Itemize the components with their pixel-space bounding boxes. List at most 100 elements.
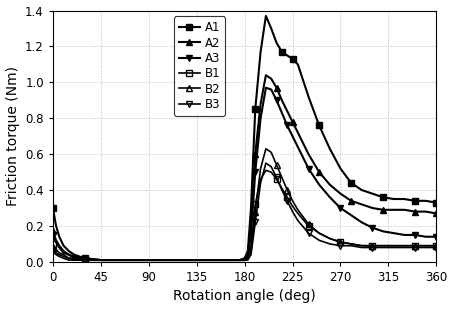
A2 (245, 253, 251, 256)
A2 (61, 249, 66, 253)
B2 (290, 199, 295, 203)
B1 (242, 258, 247, 262)
A3 (412, 233, 418, 237)
B3 (295, 219, 301, 222)
A2 (370, 206, 375, 210)
A2 (258, 102, 263, 106)
A1 (236, 258, 242, 262)
B1 (72, 256, 77, 260)
B3 (242, 258, 247, 262)
B2 (284, 188, 290, 192)
A3 (317, 183, 322, 187)
B3 (370, 246, 375, 249)
B3 (98, 258, 104, 262)
Line: B1: B1 (50, 167, 439, 263)
Line: A1: A1 (50, 13, 439, 263)
B3 (391, 246, 396, 249)
B2 (66, 256, 72, 260)
A1 (317, 124, 322, 127)
A2 (263, 73, 269, 77)
B1 (359, 244, 365, 248)
B1 (279, 186, 284, 190)
A2 (381, 208, 386, 212)
A3 (423, 235, 429, 239)
A2 (295, 131, 301, 134)
B3 (245, 258, 251, 262)
B1 (370, 244, 375, 248)
A3 (402, 233, 407, 237)
B3 (252, 221, 258, 224)
B2 (252, 210, 258, 214)
B3 (348, 244, 354, 248)
B3 (263, 161, 269, 165)
B3 (359, 246, 365, 249)
A3 (295, 145, 301, 149)
B2 (279, 176, 284, 179)
B1 (98, 258, 104, 262)
B3 (412, 246, 418, 249)
B3 (66, 258, 72, 262)
Line: A2: A2 (50, 72, 439, 263)
B1 (194, 258, 199, 262)
A1 (423, 199, 429, 203)
A3 (263, 86, 269, 90)
B2 (248, 249, 254, 253)
A2 (66, 253, 72, 256)
A1 (146, 258, 151, 262)
A1 (295, 62, 301, 66)
A2 (194, 258, 199, 262)
A2 (72, 255, 77, 258)
A3 (242, 258, 247, 262)
A3 (381, 230, 386, 233)
B2 (317, 231, 322, 235)
B1 (317, 231, 322, 235)
B2 (146, 258, 151, 262)
B3 (279, 188, 284, 192)
A3 (284, 124, 290, 127)
A3 (338, 206, 343, 210)
A3 (82, 258, 87, 262)
A2 (284, 109, 290, 113)
B3 (194, 258, 199, 262)
B1 (412, 244, 418, 248)
A3 (434, 235, 439, 239)
B1 (290, 204, 295, 208)
A2 (423, 210, 429, 214)
A2 (252, 152, 258, 156)
B3 (269, 165, 274, 169)
A2 (98, 258, 104, 262)
B3 (423, 246, 429, 249)
A2 (57, 244, 62, 248)
A1 (242, 256, 247, 260)
B3 (327, 242, 333, 246)
A1 (402, 197, 407, 201)
B1 (402, 244, 407, 248)
B3 (284, 199, 290, 203)
B1 (284, 195, 290, 199)
B2 (402, 244, 407, 248)
B1 (274, 177, 280, 181)
B3 (57, 255, 62, 258)
A3 (359, 221, 365, 224)
B2 (61, 255, 66, 258)
A3 (57, 246, 62, 249)
B3 (290, 210, 295, 214)
A1 (72, 253, 77, 256)
B3 (402, 246, 407, 249)
Line: B2: B2 (50, 146, 439, 263)
B3 (53, 253, 59, 256)
B1 (423, 244, 429, 248)
A1 (57, 235, 62, 239)
B1 (434, 244, 439, 248)
B3 (72, 258, 77, 262)
A1 (359, 188, 365, 192)
B1 (82, 258, 87, 262)
B3 (61, 256, 66, 260)
A1 (66, 249, 72, 253)
A1 (50, 206, 56, 210)
A2 (412, 210, 418, 214)
A1 (269, 27, 274, 30)
B1 (381, 244, 386, 248)
A3 (327, 195, 333, 199)
B3 (381, 246, 386, 249)
